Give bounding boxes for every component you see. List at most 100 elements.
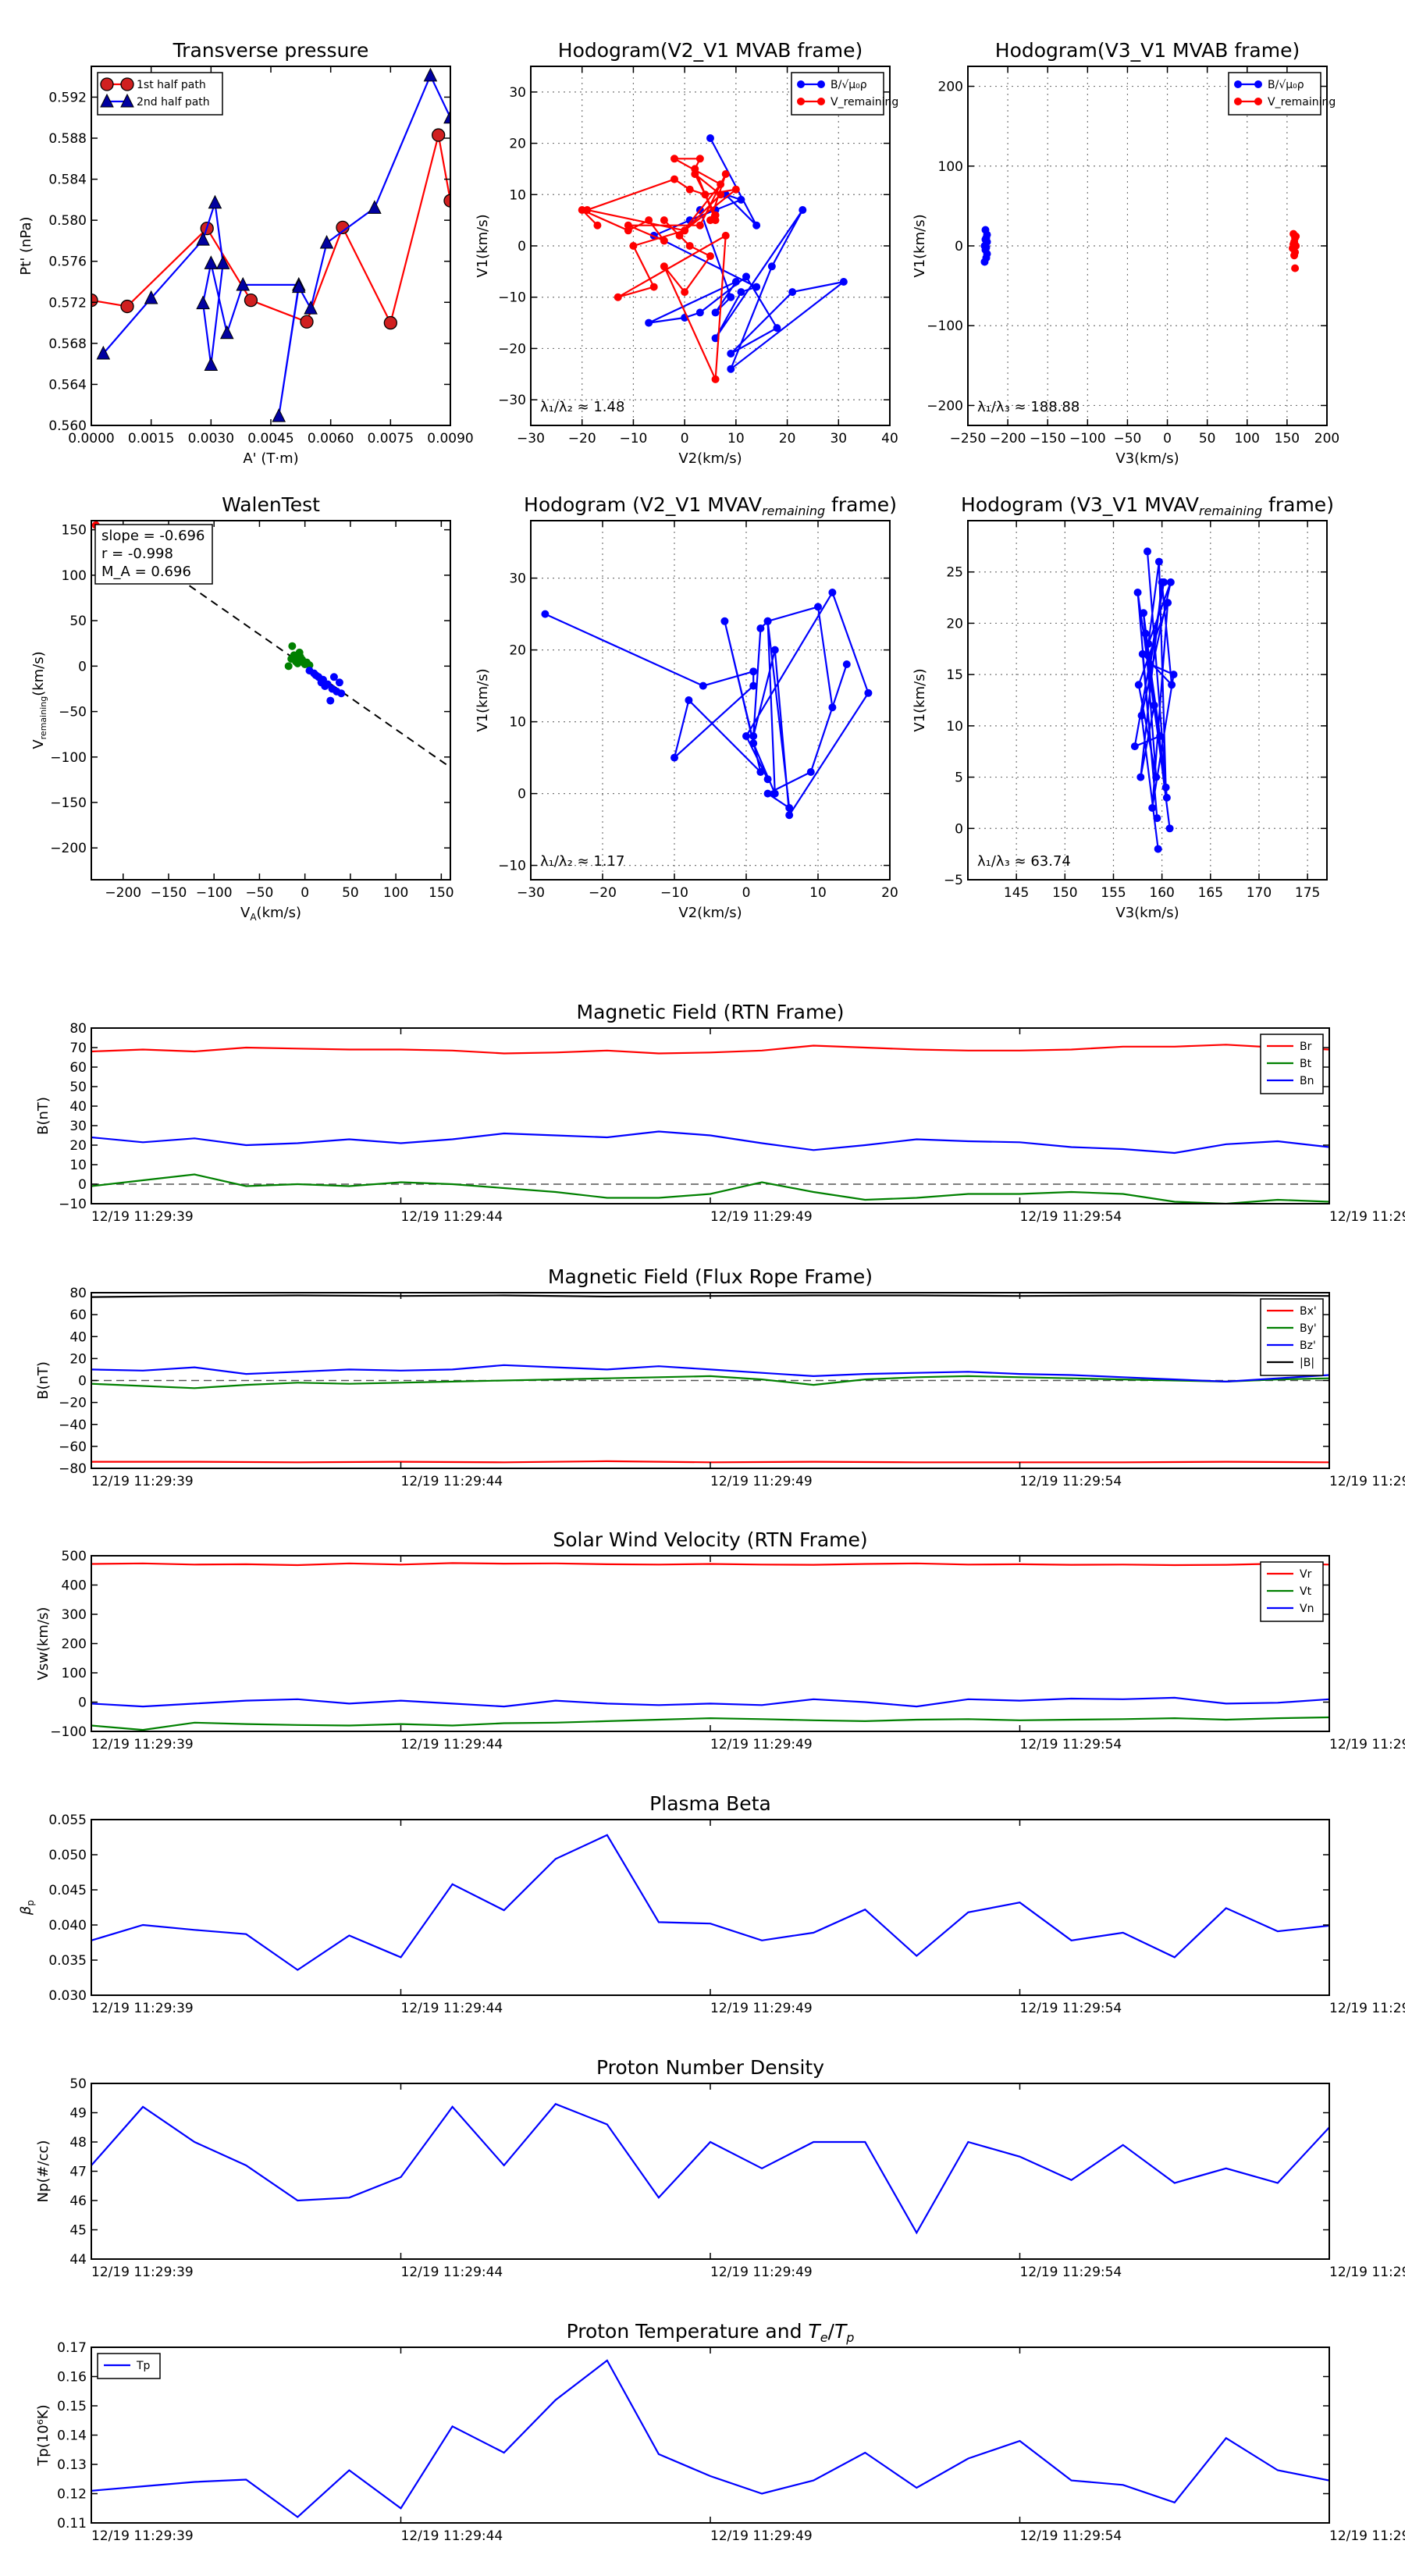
b_rtn-ytick-label: 30 — [69, 1119, 87, 1134]
hodo2_v3v1-point — [1153, 814, 1161, 823]
walen-ylabel: Vremaining(km/s) — [30, 651, 48, 749]
hodo2_v3v1-point — [1146, 660, 1154, 668]
tp_temp-series-line-0 — [91, 2359, 1329, 2518]
vsw-series-1 — [91, 1716, 1329, 1731]
b_rtn-xtick-label: 12/19 11:29:44 — [401, 1209, 503, 1225]
hodo_v2v1-xtick-label: 10 — [727, 431, 745, 447]
vsw-ytick-label: 0 — [78, 1695, 87, 1711]
hodo_v3v1-ytick-label: 100 — [938, 159, 963, 175]
tp_temp-legend-label: Tp — [136, 2360, 151, 2372]
hodo2_v3v1-series-0 — [1130, 547, 1178, 853]
beta-xtick-label: 12/19 11:29:59 — [1329, 2001, 1405, 2016]
vsw-xtick-label: 12/19 11:29:39 — [91, 1737, 194, 1752]
tp-legend-marker — [120, 93, 134, 108]
hodo_v2v1-xlabel: V2(km/s) — [678, 450, 742, 467]
b_rtn-ytick-label: 70 — [69, 1041, 87, 1056]
hodo_v3v1-frame — [967, 66, 1328, 426]
tp-xtick-label: 0.0015 — [128, 431, 174, 447]
hodo2_v3v1-xtick-label: 175 — [1295, 885, 1320, 901]
tp-ytick-label: 0.568 — [48, 336, 87, 352]
hodo_v3v1-point — [983, 230, 991, 239]
hodo2_v3v1-xtick-label: 160 — [1149, 885, 1174, 901]
tp-xtick-label: 0.0075 — [368, 431, 414, 447]
walen-series-0 — [284, 642, 314, 671]
tp_temp-ytick-label: 0.17 — [57, 2340, 87, 2356]
b_rtn-legend-label: Br — [1300, 1041, 1312, 1053]
walen-ytick-label: −200 — [50, 841, 87, 856]
beta-ytick-label: 0.030 — [48, 1988, 87, 2004]
tp_temp-ylabel: Tp(10⁶K) — [35, 2404, 52, 2466]
tp-ylabel: Pt' (nPa) — [18, 216, 34, 275]
walen-ytick-label: 100 — [62, 568, 87, 584]
hodo2_v3v1-title: Hodogram (V3_V1 MVAVremaining frame) — [961, 493, 1334, 518]
b_fr-series-0 — [91, 1460, 1329, 1464]
b_fr-legend-label: Bx' — [1300, 1305, 1317, 1318]
hodo2_v3v1-point — [1160, 578, 1168, 586]
hodo2_v2v1-xtick-label: −10 — [660, 885, 688, 901]
b_rtn-xtick-label: 12/19 11:29:39 — [91, 1209, 194, 1225]
hodo2_v3v1-point — [1144, 547, 1151, 556]
beta-series-line-0 — [91, 1834, 1329, 1971]
walen-point — [288, 642, 297, 650]
tp-point — [236, 276, 251, 291]
tp-point — [208, 194, 222, 209]
tp_temp-series-0 — [91, 2359, 1329, 2518]
chart-vsw: 12/19 11:29:39 12/19 11:29:44 12/19 11:29:… — [35, 1528, 1405, 1752]
hodo2_v2v1-ytick-label: 30 — [509, 571, 526, 587]
hodo_v2v1-xtick-label: 30 — [830, 431, 847, 447]
b_rtn-ytick-label: 20 — [69, 1138, 87, 1154]
vsw-legend-label: Vr — [1300, 1568, 1312, 1581]
hodo2_v3v1-point — [1148, 804, 1157, 812]
b_fr-ytick-label: 80 — [69, 1286, 87, 1301]
tp_temp-xtick-label: 12/19 11:29:44 — [401, 2528, 503, 2544]
hodo2_v3v1-ytick-label: 25 — [946, 565, 963, 581]
chart-b_rtn: 12/19 11:29:39 12/19 11:29:44 12/19 11:29:… — [35, 1001, 1405, 1225]
hodo_v2v1-point — [799, 206, 807, 214]
b_rtn-xtick-label: 12/19 11:29:59 — [1329, 1209, 1405, 1225]
beta-xtick-label: 12/19 11:29:49 — [710, 2001, 813, 2016]
tp-point — [383, 315, 397, 330]
walen-textbox-line: slope = -0.696 — [101, 528, 205, 544]
hodo2_v2v1-xtick-label: 0 — [742, 885, 751, 901]
b_rtn-xtick-label: 12/19 11:29:54 — [1020, 1209, 1122, 1225]
tp_temp-xtick-label: 12/19 11:29:54 — [1020, 2528, 1122, 2544]
walen-frame — [91, 520, 451, 881]
b_rtn-ytick-label: 60 — [69, 1060, 87, 1076]
hodo_v2v1-point — [695, 155, 704, 163]
b_rtn-ylabel: B(nT) — [35, 1097, 52, 1135]
hodo2_v3v1-point — [1150, 701, 1158, 710]
walen-xtick-label: 150 — [429, 885, 454, 901]
hodo_v2v1-point — [731, 185, 740, 194]
walen-textbox-line: r = -0.998 — [101, 546, 173, 562]
b_fr-ytick-label: 0 — [78, 1374, 87, 1389]
hodo_v3v1-xtick-label: 0 — [1163, 431, 1172, 447]
tp-point — [291, 279, 306, 294]
beta-xtick-label: 12/19 11:29:44 — [401, 2001, 503, 2016]
tp-point — [144, 290, 158, 304]
hodo_v2v1-point — [685, 242, 694, 250]
tp-point — [219, 325, 234, 340]
hodo_v2v1-point — [752, 221, 761, 229]
b_rtn-series-line-0 — [91, 1044, 1329, 1055]
tp-xtick-label: 0.0090 — [427, 431, 473, 447]
walen-point — [329, 673, 338, 681]
hodo_v2v1-series-0 — [645, 134, 848, 373]
hodo_v2v1-point — [629, 242, 638, 250]
tp-xlabel: A' (T·m) — [243, 450, 298, 467]
b_fr-xtick-label: 12/19 11:29:54 — [1020, 1474, 1122, 1489]
hodo2_v3v1-annotation: λ₁/λ₃ ≈ 63.74 — [977, 853, 1071, 870]
b_rtn-ytick-label: 80 — [69, 1021, 87, 1037]
hodo_v2v1-point — [727, 350, 735, 358]
tp_temp-ytick-label: 0.16 — [57, 2370, 87, 2386]
hodo2_v3v1-xtick-label: 150 — [1052, 885, 1077, 901]
hodo_v2v1-ylabel: V1(km/s) — [475, 214, 491, 277]
tp-point — [215, 255, 230, 269]
b_rtn-series-1 — [91, 1173, 1329, 1204]
walen-point — [284, 662, 293, 671]
hodo_v3v1-annotation: λ₁/λ₃ ≈ 188.88 — [977, 399, 1080, 415]
tp-frame — [91, 66, 451, 426]
hodo_v3v1-title: Hodogram(V3_V1 MVAB frame) — [995, 39, 1300, 62]
hodo2_v2v1-annotation: λ₁/λ₂ ≈ 1.17 — [540, 853, 624, 870]
b_fr-series-2 — [91, 1364, 1329, 1383]
vsw-ytick-label: 400 — [62, 1578, 87, 1594]
